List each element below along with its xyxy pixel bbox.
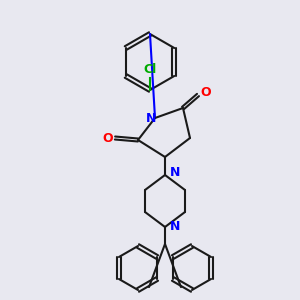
Text: N: N <box>170 167 180 179</box>
Text: Cl: Cl <box>143 63 157 76</box>
Text: O: O <box>200 85 211 98</box>
Text: N: N <box>170 220 180 233</box>
Text: N: N <box>146 112 156 124</box>
Text: O: O <box>102 131 113 145</box>
